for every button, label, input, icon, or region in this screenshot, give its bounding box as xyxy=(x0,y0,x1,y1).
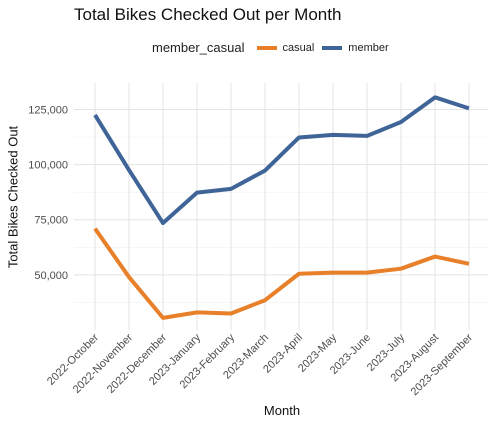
legend-item-casual: casual xyxy=(256,41,315,54)
y-axis-label: Total Bikes Checked Out xyxy=(5,125,21,269)
x-tick-label: 2022-November xyxy=(71,331,135,395)
x-axis-label: Month xyxy=(263,403,301,418)
legend-label-member: member xyxy=(348,41,389,54)
legend-swatch-casual xyxy=(256,45,277,50)
legend-swatch-member xyxy=(322,45,343,50)
series-line-member xyxy=(93,95,470,226)
x-tick-label: 2023-September xyxy=(409,331,476,398)
legend-title: member_casual xyxy=(152,40,245,55)
chart-title: Total Bikes Checked Out per Month xyxy=(74,5,342,24)
legend-item-member: member xyxy=(322,41,389,54)
legend-label-casual: casual xyxy=(282,41,315,54)
x-tick-label: 2022-December xyxy=(105,331,169,395)
y-tick-label: 125,000 xyxy=(28,104,68,116)
y-tick-label: 75,000 xyxy=(34,215,68,227)
series-line-casual xyxy=(93,227,470,320)
legend: member_casual casual member xyxy=(152,40,397,55)
y-tick-label: 100,000 xyxy=(28,160,68,172)
y-tick-label: 50,000 xyxy=(34,270,68,282)
